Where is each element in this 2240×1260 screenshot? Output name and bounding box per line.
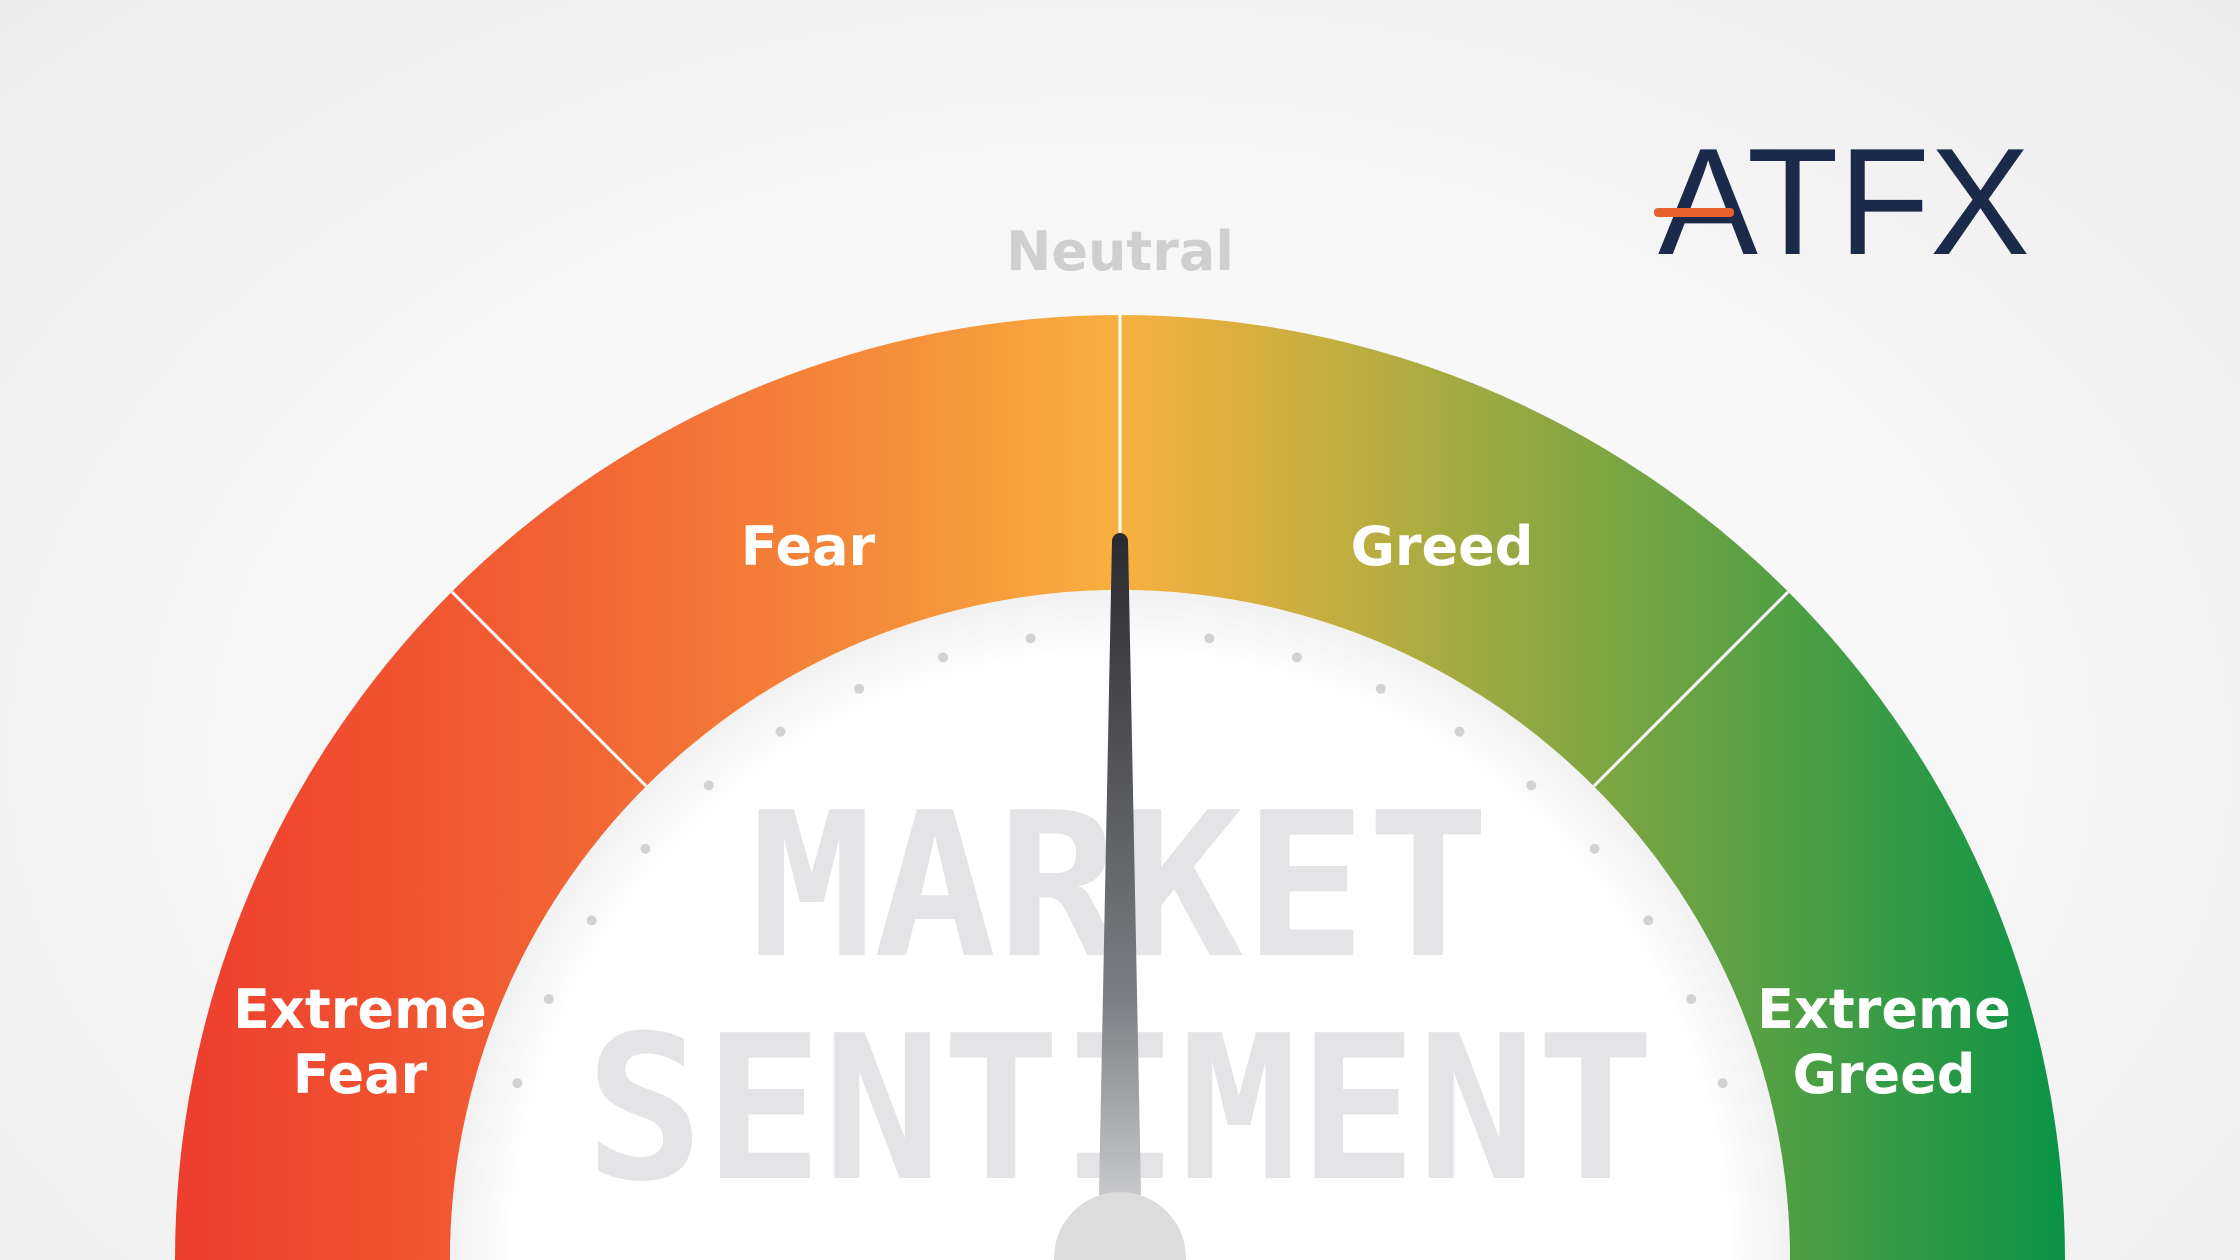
gauge-band [175, 315, 2065, 1260]
needle-hub [1054, 1192, 1186, 1260]
tick-dot [1204, 633, 1215, 644]
divider-fear [450, 590, 648, 788]
tick-dot [854, 683, 865, 694]
neutral-label: Neutral [1006, 220, 1234, 283]
extreme-greed-label-line1: Extreme [1757, 978, 2011, 1041]
greed-label: Greed [1351, 515, 1534, 578]
fear-label: Fear [741, 515, 876, 578]
divider-greed [1592, 590, 1790, 788]
tick-dot [1717, 1078, 1728, 1089]
extreme-fear-label-line1: Extreme [233, 978, 487, 1041]
extreme-fear-label-line2: Fear [293, 1043, 428, 1106]
tick-dot [938, 652, 949, 663]
tick-dot [586, 915, 597, 926]
tick-dot [640, 843, 651, 854]
tick-dot [1375, 683, 1386, 694]
tick-dot [1589, 843, 1600, 854]
tick-dots [512, 633, 1728, 1089]
tick-dot [543, 994, 554, 1005]
extreme-greed-label-line2: Greed [1793, 1043, 1976, 1106]
gauge-needle [1099, 540, 1141, 1195]
tick-dot [1025, 633, 1036, 644]
needle-tip [1112, 533, 1128, 549]
tick-dot [1526, 780, 1537, 791]
tick-dot [1686, 994, 1697, 1005]
tick-dot [775, 726, 786, 737]
tick-dot [703, 780, 714, 791]
atfx-logo-accent-bar [1654, 208, 1734, 217]
tick-dot [1454, 726, 1465, 737]
atfx-logo-text: ATFX [1658, 117, 2030, 287]
tick-dot [1291, 652, 1302, 663]
tick-dot [512, 1078, 523, 1089]
atfx-logo: ATFX [1654, 117, 2030, 287]
tick-dot [1643, 915, 1654, 926]
